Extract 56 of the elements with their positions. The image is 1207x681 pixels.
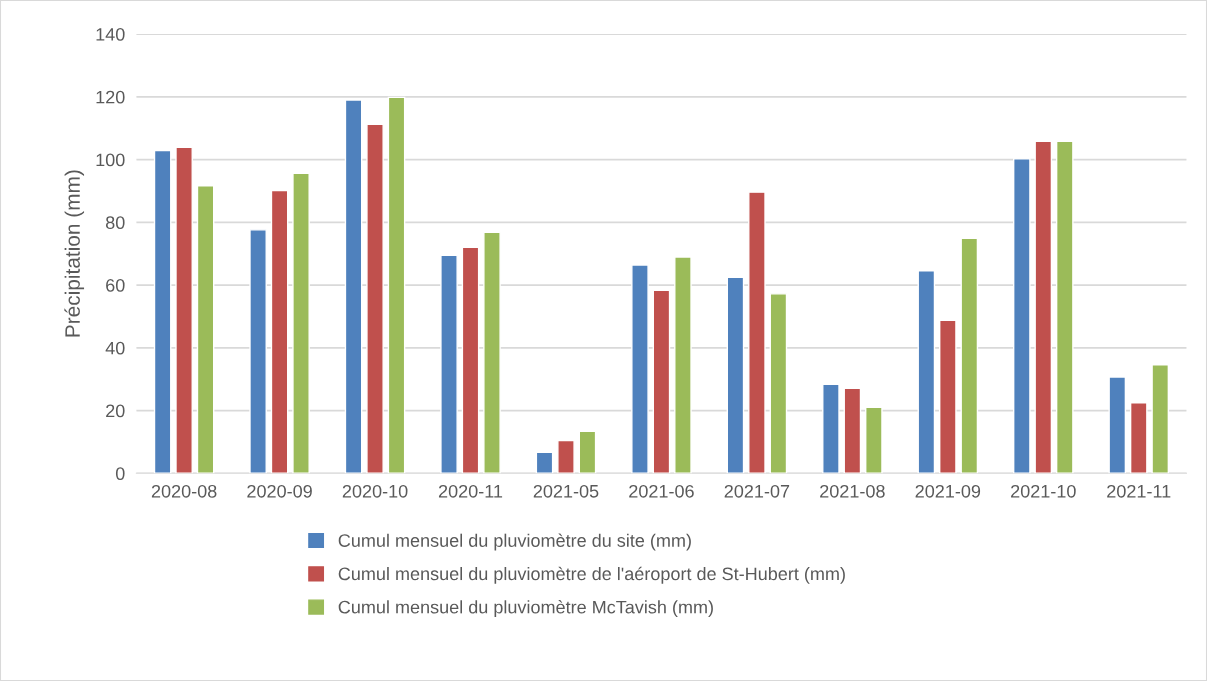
bar	[440, 254, 458, 474]
y-tick-label: 100	[96, 153, 125, 167]
bar	[917, 270, 936, 474]
bar	[769, 293, 788, 474]
bar	[939, 319, 957, 474]
x-tick-label: 2020-11	[438, 484, 503, 498]
y-tick-label: 80	[105, 216, 125, 230]
bar	[674, 256, 692, 474]
x-tick-label: 2021-05	[533, 484, 599, 498]
y-tick-label: 0	[115, 467, 125, 481]
legend-label: Cumul mensuel du pluviomètre du site (mm)	[338, 533, 691, 551]
bar	[578, 430, 597, 474]
bar	[1034, 140, 1053, 474]
bar	[631, 264, 649, 474]
bar	[1129, 402, 1148, 474]
bar	[366, 123, 384, 474]
bar	[865, 406, 883, 474]
bar	[652, 289, 671, 474]
bar	[1151, 364, 1170, 474]
y-tick-label: 140	[96, 27, 125, 41]
x-tick-label: 2021-09	[915, 484, 981, 498]
bar	[483, 231, 501, 474]
x-tick-label: 2021-10	[1011, 484, 1076, 498]
bar	[557, 439, 575, 474]
bar	[292, 172, 310, 474]
bar	[960, 237, 979, 474]
bar	[1055, 140, 1074, 474]
bar	[153, 149, 172, 474]
x-tick-label: 2021-07	[724, 484, 790, 498]
y-tick-label: 60	[106, 278, 125, 292]
y-tick-label: 120	[96, 90, 125, 104]
bar	[196, 185, 215, 474]
x-tick-label: 2020-08	[151, 484, 217, 498]
legend-label: Cumul mensuel du pluviomètre de l'aéroport de St-Hubert (mm)	[338, 566, 845, 584]
bar	[387, 96, 406, 474]
bar	[249, 229, 267, 474]
bar	[843, 387, 862, 474]
y-axis-title: Précipitation (mm)	[64, 170, 85, 337]
bar	[748, 191, 766, 474]
x-tick-label: 2020-09	[247, 484, 312, 498]
bar	[461, 246, 480, 474]
bar	[175, 146, 193, 474]
x-tick-label: 2021-11	[1107, 484, 1171, 498]
x-tick-label: 2021-06	[629, 484, 694, 498]
x-tick-label: 2020-10	[342, 484, 408, 498]
bar	[822, 383, 840, 474]
y-tick-label: 20	[106, 404, 125, 418]
x-tick-label: 2021-08	[820, 484, 885, 498]
bar	[535, 451, 554, 474]
bar	[344, 99, 363, 474]
legend-label: Cumul mensuel du pluviomètre McTavish (mm)	[338, 600, 713, 618]
bar	[726, 276, 745, 474]
bar	[270, 189, 289, 474]
bar	[1012, 158, 1031, 474]
y-tick-label: 40	[105, 341, 125, 355]
bar	[1108, 376, 1127, 474]
